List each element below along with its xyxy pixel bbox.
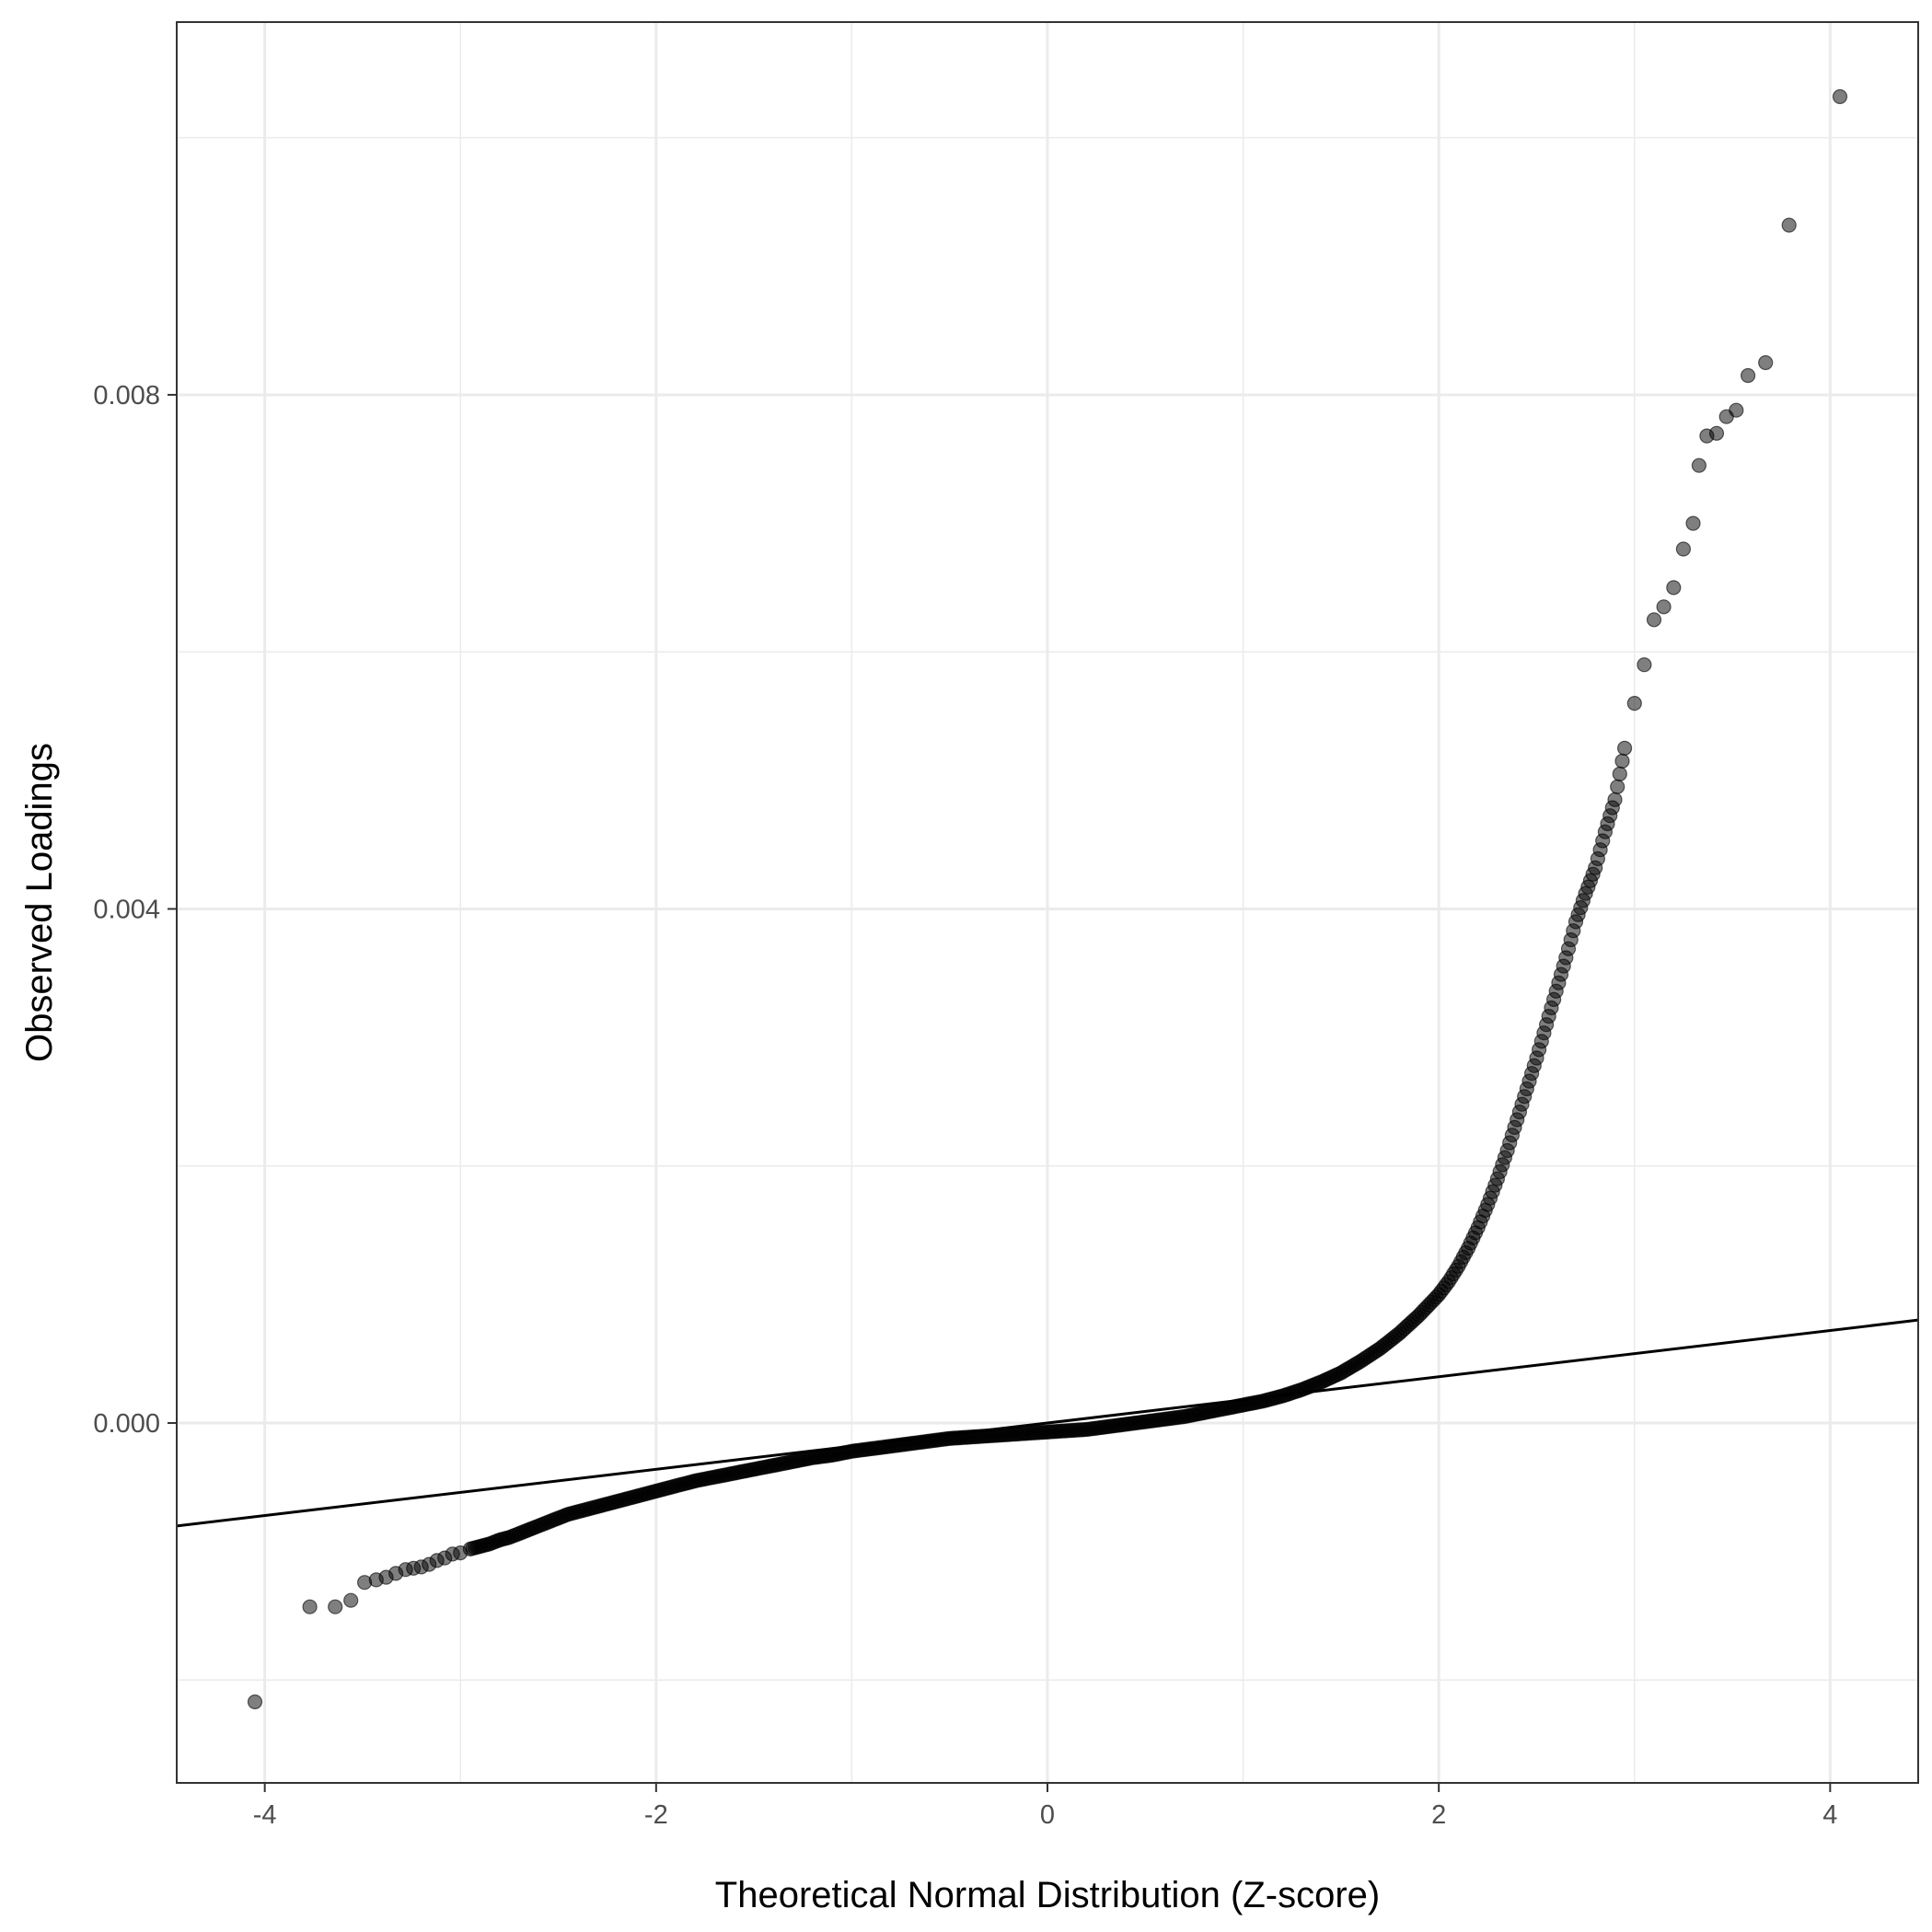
- data-points: [247, 88, 1848, 1710]
- data-point: [1740, 367, 1756, 384]
- data-point: [1614, 753, 1630, 769]
- data-point: [1616, 740, 1633, 757]
- y-tick-label: 0.008: [93, 381, 160, 411]
- data-point: [1656, 599, 1672, 615]
- data-point: [1666, 580, 1682, 596]
- data-point: [1646, 612, 1662, 628]
- y-tick-label: 0.000: [93, 1409, 160, 1439]
- x-axis-title: Theoretical Normal Distribution (Z-score…: [715, 1875, 1380, 1915]
- data-point: [1832, 88, 1848, 105]
- data-point: [328, 1599, 343, 1614]
- x-axis-ticks: -4 -2 0 2 4: [253, 1783, 1837, 1830]
- x-tick-label: 2: [1431, 1800, 1446, 1830]
- x-tick-label: 4: [1822, 1800, 1837, 1830]
- data-point: [1626, 695, 1642, 711]
- data-point: [1607, 792, 1623, 807]
- x-tick-label: 0: [1040, 1800, 1055, 1830]
- data-point: [1610, 779, 1625, 794]
- y-axis-ticks: 0.000 0.004 0.008: [93, 381, 177, 1439]
- data-point: [1612, 766, 1627, 782]
- data-point: [302, 1599, 318, 1614]
- x-tick-label: -4: [253, 1800, 277, 1830]
- data-point: [1758, 354, 1774, 371]
- reference-line: [176, 1318, 1919, 1528]
- data-point: [1691, 457, 1707, 473]
- y-tick-label: 0.004: [93, 895, 160, 924]
- data-point: [1685, 515, 1701, 531]
- y-axis-title: Observed Loadings: [19, 743, 60, 1062]
- data-point: [1781, 217, 1797, 233]
- data-point: [1675, 541, 1692, 557]
- data-point: [247, 1694, 263, 1710]
- x-tick-label: -2: [644, 1800, 668, 1830]
- data-point: [1729, 402, 1744, 418]
- data-point: [1708, 425, 1725, 441]
- data-point: [343, 1592, 359, 1608]
- data-point: [1637, 657, 1652, 673]
